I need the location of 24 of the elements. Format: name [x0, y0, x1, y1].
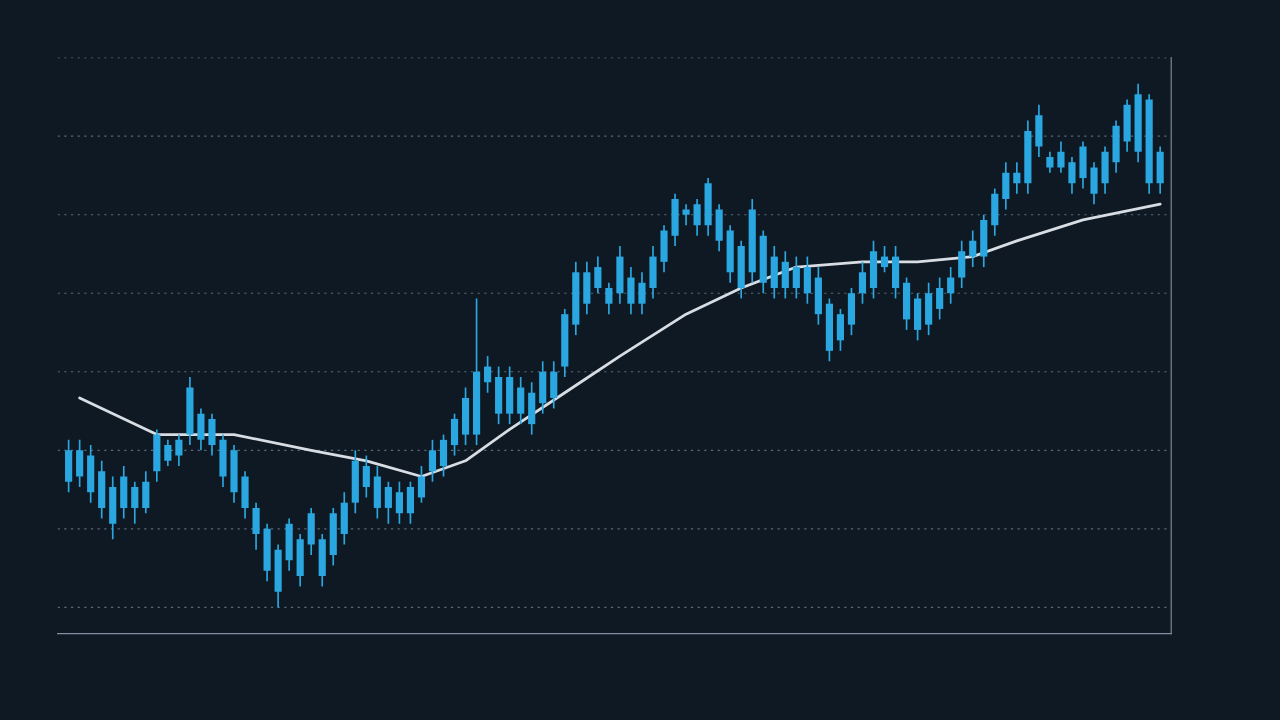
candlestick: [164, 439, 172, 467]
candlestick: [936, 276, 944, 321]
candlestick: [638, 271, 646, 316]
candlestick: [1057, 140, 1065, 174]
candlestick: [417, 465, 426, 504]
candlestick: [362, 454, 370, 499]
candlestick: [384, 480, 392, 525]
candlestick: [605, 281, 613, 316]
candlestick: [1013, 161, 1021, 195]
candlestick: [792, 255, 800, 300]
candlestick: [131, 480, 139, 525]
candlestick: [858, 260, 867, 305]
candlestick: [693, 198, 701, 237]
candlestick: [395, 480, 403, 525]
candlestick: [594, 255, 602, 295]
candlestick: [175, 433, 183, 467]
candlestick: [428, 439, 437, 483]
candlestick: [880, 245, 889, 274]
candlestick: [1068, 156, 1076, 195]
candlestick: [682, 203, 690, 226]
candlestick: [484, 355, 492, 394]
candlestick: [1046, 151, 1054, 174]
candlestick: [947, 266, 955, 305]
candlestick: [969, 229, 977, 268]
